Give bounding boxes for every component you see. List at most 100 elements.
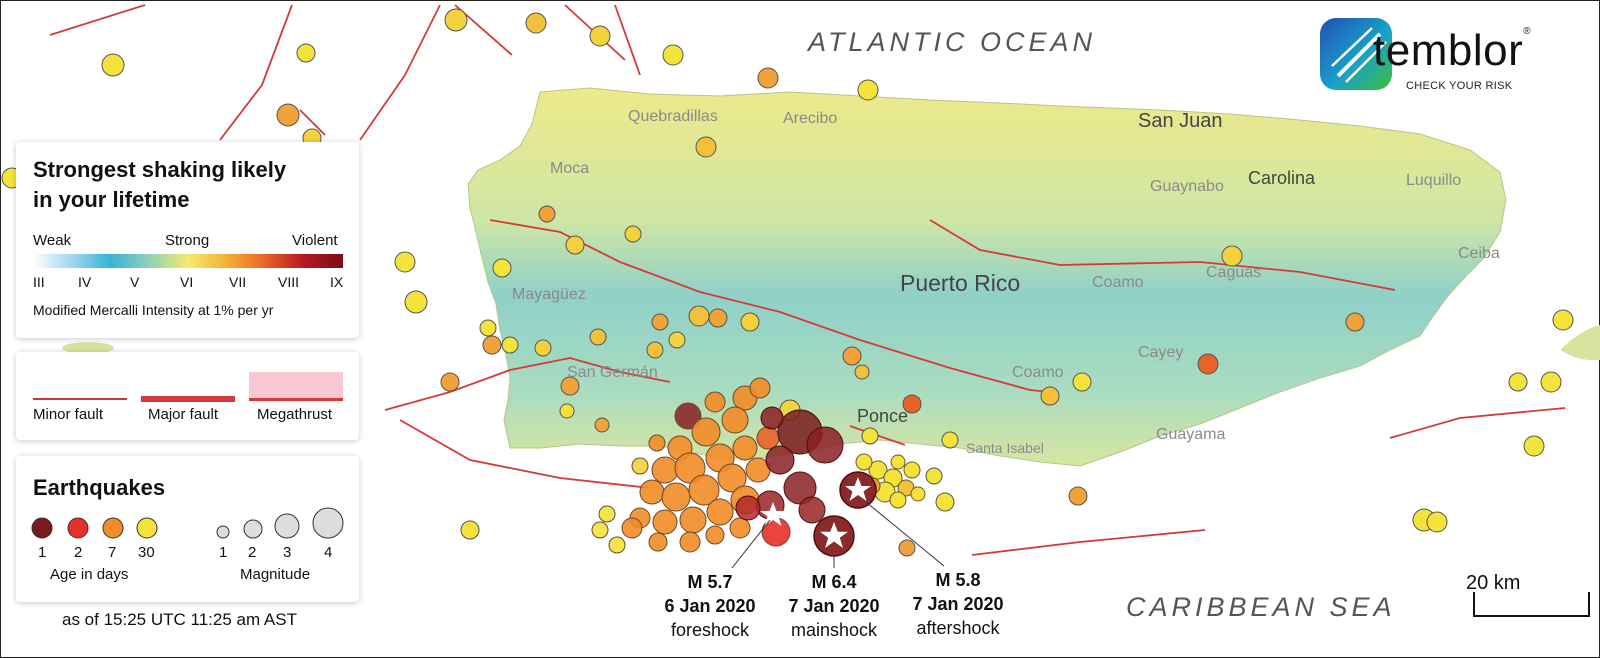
temblor-logo-icon (1320, 18, 1392, 90)
earthquakes-legend: Earthquakes 1 2 7 30 1 2 3 4 Age in days… (16, 456, 359, 602)
earthquake-marker (652, 509, 678, 535)
earthquake-marker (589, 328, 607, 346)
earthquake-marker (704, 391, 726, 413)
earthquake-marker (674, 452, 706, 484)
foreshock-type: foreshock (670, 620, 750, 640)
earthquake-marker (1345, 312, 1365, 332)
earthquake-cluster-yellow (855, 453, 926, 509)
earthquake-marker (538, 205, 556, 223)
earthquake-marker (735, 495, 761, 521)
earthquake-marker (594, 417, 610, 433)
earthquake-marker (651, 456, 679, 484)
earthquake-marker (1040, 386, 1060, 406)
earthquake-marker (688, 305, 710, 327)
mainshock-label: M 6.4 7 Jan 2020 mainshock (764, 570, 904, 642)
earthquake-marker (534, 339, 552, 357)
earthquake-marker (101, 53, 125, 77)
mmi-tick-v: V (130, 274, 140, 290)
age-7-label: 7 (108, 544, 117, 561)
earthquake-marker (708, 308, 728, 328)
shaking-caption: Modified Mercalli Intensity at 1% per yr (33, 302, 274, 318)
earthquake-marker (674, 402, 702, 430)
earthquake-marker (651, 313, 669, 331)
place-ceiba: Ceiba (1458, 245, 1500, 262)
minor-fault (384, 357, 671, 411)
age-2-label: 2 (74, 544, 83, 561)
age-30-swatch (136, 517, 158, 539)
earthquake-marker (668, 331, 686, 349)
aftershock-date: 7 Jan 2020 (912, 594, 1004, 614)
earthquake-marker (902, 394, 922, 414)
registered-mark: ® (1523, 26, 1532, 37)
mag-4-label: 4 (324, 544, 333, 561)
major-fault-swatch (141, 396, 235, 402)
earthquake-marker (560, 376, 580, 396)
puerto-rico-island (467, 87, 1507, 467)
earthquake-marker (662, 44, 684, 66)
caribbean-sea-label: CARIBBEAN SEA (1126, 592, 1396, 622)
age-1-swatch (31, 517, 53, 539)
desecheo-island (62, 342, 114, 354)
earthquake-marker (1523, 435, 1545, 457)
earthquake-marker (717, 463, 747, 493)
earthquake-marker (482, 335, 502, 355)
mmi-color-scale (33, 254, 343, 268)
place-arecibo: Arecibo (783, 110, 838, 127)
foreshock-label: M 5.7 6 Jan 2020 foreshock (640, 570, 780, 642)
mag-2-label: 2 (248, 544, 257, 561)
earthquake-marker (695, 136, 717, 158)
earthquake-marker (740, 312, 760, 332)
earthquake-marker (501, 336, 519, 354)
aftershock-star-icon (845, 477, 871, 501)
place-moca: Moca (550, 160, 590, 177)
mag-4-swatch (312, 507, 344, 539)
earthquake-marker (559, 403, 575, 419)
earthquake-marker (648, 532, 668, 552)
age-2-swatch (67, 517, 89, 539)
earthquake-marker (624, 225, 642, 243)
earthquake-marker (806, 426, 844, 464)
earthquake-marker (925, 467, 943, 485)
earthquake-marker (861, 427, 879, 445)
shaking-strong-label: Strong (165, 232, 210, 249)
earthquake-marker (565, 235, 585, 255)
minor-fault (359, 4, 441, 141)
earthquake-marker (479, 319, 497, 337)
mmi-tick-iv: IV (78, 274, 92, 290)
mmi-tick-ix: IX (330, 274, 344, 290)
place-san-juan: San Juan (1138, 110, 1223, 132)
earthquake-marker (492, 258, 512, 278)
minor-fault-label: Minor fault (33, 406, 104, 423)
earthquake-marker (1508, 372, 1528, 392)
atlantic-ocean-label: ATLANTIC OCEAN (808, 27, 1097, 57)
shaking-legend-title-line2: in your lifetime (33, 187, 190, 212)
earthquake-cluster-recent (735, 406, 844, 524)
shaking-violent-label: Violent (292, 232, 338, 249)
minor-fault (399, 419, 651, 489)
megathrust-swatch (249, 372, 343, 401)
mag-1-label: 1 (219, 544, 228, 561)
earthquake-marker (591, 521, 609, 539)
earthquake-marker (749, 377, 771, 399)
place-caguas: Caguas (1206, 264, 1262, 281)
earthquake-marker (868, 460, 888, 480)
earthquake-marker (935, 492, 955, 512)
earthquake-marker (394, 251, 416, 273)
vieques-island (1560, 325, 1600, 361)
earthquake-marker (903, 461, 921, 479)
earthquake-marker (1221, 245, 1243, 267)
earthquake-markers (1, 8, 1574, 557)
age-caption: Age in days (50, 566, 129, 583)
earthquake-marker (589, 25, 611, 47)
megathrust-label: Megathrust (257, 406, 333, 423)
place-quebradillas: Quebradillas (628, 108, 718, 125)
earthquake-marker (679, 506, 707, 534)
earthquake-marker (890, 454, 906, 470)
brand-name: temblor (1373, 26, 1524, 75)
minor-fault (1389, 407, 1566, 439)
earthquake-marker (661, 482, 691, 512)
aftershock-type: aftershock (916, 618, 1000, 638)
place-guayama: Guayama (1156, 426, 1226, 443)
earthquake-marker (706, 498, 734, 526)
